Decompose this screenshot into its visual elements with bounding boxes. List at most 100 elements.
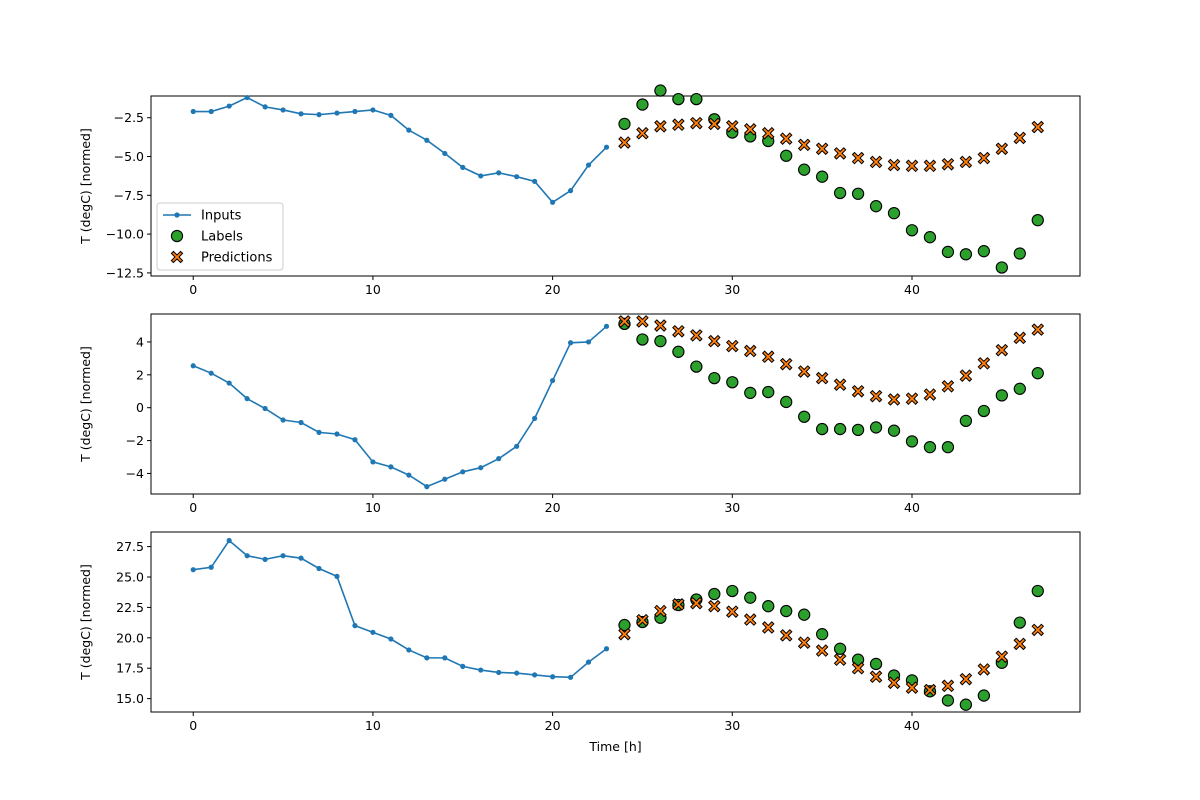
legend: Inputs Labels Predictions [157,203,283,270]
inputs-point [406,128,411,133]
inputs-point [478,173,483,178]
inputs-point [406,647,411,652]
inputs-point [316,430,321,435]
y-tick-label: 20.0 [116,630,144,645]
inputs-point [550,674,555,679]
inputs-point [586,162,591,167]
inputs-point [460,469,465,474]
label-point [942,442,953,453]
y-tick-label: −4 [126,466,144,481]
inputs-point [406,472,411,477]
x-tick-label: 10 [365,282,381,297]
inputs-point [298,556,303,561]
plot-area [151,532,1080,712]
x-tick-label: 20 [545,282,561,297]
label-point [799,411,810,422]
inputs-point [370,630,375,635]
subplot-panels: 0 10 20 30 40−12.5−10.0−7.5−5.0−2.5T (degC) … [78,85,1080,754]
inputs-point [334,574,339,579]
label-point [906,225,917,236]
label-point [906,436,917,447]
inputs-point [209,109,214,114]
inputs-point [191,567,196,572]
label-point [637,334,648,345]
label-point [1014,617,1025,628]
label-point [781,396,792,407]
y-axis-label: T (degC) [normed] [78,564,93,681]
inputs-point [550,200,555,205]
inputs-point [388,464,393,469]
plot-area [151,96,1080,276]
label-point [960,699,971,710]
inputs-point [263,557,268,562]
label-point [691,94,702,105]
label-point [1014,383,1025,394]
inputs-point [568,188,573,193]
inputs-point [496,170,501,175]
inputs-point [263,406,268,411]
inputs-point [460,664,465,669]
inputs-point [352,623,357,628]
inputs-point [388,636,393,641]
inputs-point [478,667,483,672]
label-point [763,386,774,397]
label-point [691,361,702,372]
label-point [763,601,774,612]
y-tick-label: −10.0 [106,227,144,242]
label-point [852,424,863,435]
label-point [1032,215,1043,226]
inputs-point [227,538,232,543]
label-point [817,171,828,182]
legend-inputs-marker [174,212,179,217]
label-point [978,246,989,257]
inputs-point [370,459,375,464]
x-tick-label: 40 [904,718,920,733]
inputs-point [245,95,250,100]
inputs-point [532,179,537,184]
x-tick-label: 20 [545,718,561,733]
label-point [745,387,756,398]
y-tick-label: 17.5 [116,661,144,676]
inputs-point [604,145,609,150]
label-point [942,246,953,257]
subplot-1: 0 10 20 30 40−12.5−10.0−7.5−5.0−2.5T (degC) … [78,85,1080,297]
x-tick-label: 10 [365,500,381,515]
inputs-point [496,456,501,461]
inputs-point [191,363,196,368]
inputs-point [334,431,339,436]
label-point [781,150,792,161]
inputs-point [532,672,537,677]
inputs-point [568,340,573,345]
legend-entry-predictions: Predictions [201,251,273,266]
inputs-point [298,420,303,425]
label-point [996,262,1007,273]
inputs-point [532,416,537,421]
inputs-point [442,151,447,156]
inputs-point [334,110,339,115]
label-point [1014,248,1025,259]
label-point [673,346,684,357]
label-point [1032,368,1043,379]
label-point [781,605,792,616]
inputs-point [442,655,447,660]
y-tick-label: −12.5 [106,265,144,280]
label-point [619,118,630,129]
inputs-point [280,553,285,558]
label-point [835,423,846,434]
y-tick-label: 0 [136,400,144,415]
x-tick-label: 0 [189,500,197,515]
inputs-point [352,437,357,442]
x-tick-label: 20 [545,500,561,515]
label-point [960,415,971,426]
inputs-point [460,165,465,170]
label-point [673,94,684,105]
inputs-point [352,109,357,114]
label-point [745,592,756,603]
label-point [637,99,648,110]
legend-entry-inputs: Inputs [201,209,242,224]
inputs-point [424,484,429,489]
inputs-point [191,109,196,114]
y-tick-label: 15.0 [116,691,144,706]
inputs-point [263,104,268,109]
